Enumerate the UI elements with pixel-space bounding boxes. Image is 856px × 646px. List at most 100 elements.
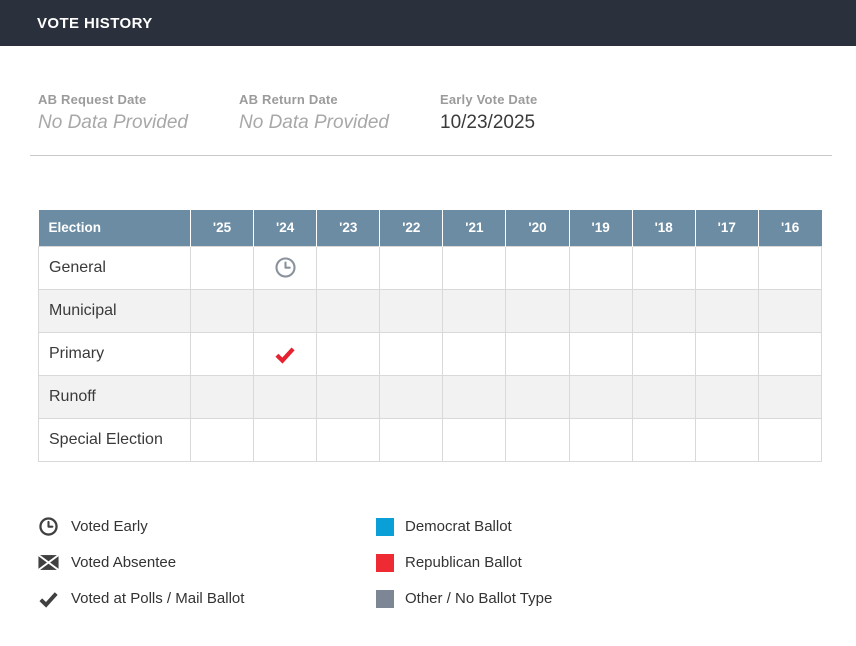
year-column-header: '20 [505,210,570,246]
ab-request-date-label: AB Request Date [38,92,147,107]
election-column-header: Election [38,210,191,246]
year-column-header: '18 [631,210,696,246]
vote-cell [757,331,823,376]
clock-icon [275,257,296,278]
section-divider [30,155,832,156]
vote-cell [631,245,696,290]
table-row: Municipal [38,288,823,333]
ab-request-date-field: AB Request Date No Data Provided [38,92,239,134]
vote-cell [757,288,823,333]
vote-cell [442,417,507,462]
vote-cell [694,245,759,290]
vote-cell [694,374,759,419]
ballot-swatch [376,589,394,608]
legend-ballot-type-column: Democrat Ballot Republican Ballot Other … [376,509,552,617]
vote-cell [189,374,255,419]
legend-item-voted-early: Voted Early [38,509,376,545]
legend-item-other-ballot: Other / No Ballot Type [376,581,552,617]
early-vote-date-field: Early Vote Date 10/23/2025 [440,92,641,134]
election-type-label: Municipal [38,288,191,333]
legend-item-republican-ballot: Republican Ballot [376,545,552,581]
ab-return-date-field: AB Return Date No Data Provided [239,92,440,134]
year-column-header: '16 [757,210,822,246]
legend-vote-method-column: Voted Early Voted Absentee Voted at Poll… [38,509,376,617]
year-column-header: '25 [189,210,254,246]
vote-cell [505,331,570,376]
check-icon [275,346,295,364]
vote-cell [757,245,823,290]
vote-cell [757,374,823,419]
vote-cell [379,288,444,333]
legend-label: Voted at Polls / Mail Ballot [71,590,245,607]
vote-cell [442,374,507,419]
summary-fields: AB Request Date No Data Provided AB Retu… [0,46,856,134]
year-column-header: '19 [568,210,633,246]
table-row: Special Election [38,417,823,462]
early-vote-date-label: Early Vote Date [440,92,538,107]
vote-cell [253,331,318,376]
election-type-label: Runoff [38,374,191,419]
table-row: General [38,245,823,290]
table-body: General Municipal Primary Runoff Special Ele… [38,245,823,462]
vote-cell [316,417,381,462]
legend-item-democrat-ballot: Democrat Ballot [376,509,552,545]
vote-cell [379,374,444,419]
table-row: Primary [38,331,823,376]
vote-cell [316,288,381,333]
vote-cell [189,417,255,462]
vote-cell [505,417,570,462]
vote-cell [379,245,444,290]
ab-return-date-value: No Data Provided [239,112,389,133]
legend-item-voted-absentee: Voted Absentee [38,545,376,581]
ab-request-date-value: No Data Provided [38,112,188,133]
vote-cell [568,331,633,376]
year-column-header: '17 [694,210,759,246]
legend-label: Voted Absentee [71,554,177,571]
vote-cell [505,288,570,333]
vote-cell [316,245,381,290]
legend-label: Republican Ballot [405,554,522,571]
legend: Voted Early Voted Absentee Voted at Poll… [38,509,856,617]
check-icon [38,588,59,609]
year-column-header: '23 [316,210,380,246]
legend-label: Voted Early [71,518,148,535]
vote-history-header-bar: VOTE HISTORY [0,0,856,46]
year-column-header: '21 [442,210,506,246]
vote-cell [316,331,381,376]
vote-cell [253,417,318,462]
vote-cell [442,288,507,333]
vote-cell [316,374,381,419]
ballot-swatch [376,553,394,572]
year-column-header: '22 [379,210,443,246]
election-type-label: Primary [38,331,191,376]
election-type-label: General [38,245,191,290]
vote-cell [189,288,255,333]
legend-label: Democrat Ballot [405,518,512,535]
vote-cell [631,417,696,462]
page-title: VOTE HISTORY [37,14,153,32]
clock-icon [38,516,59,537]
ab-return-date-label: AB Return Date [239,92,338,107]
year-column-header: '24 [253,210,317,246]
vote-cell [189,331,255,376]
vote-cell [694,417,759,462]
vote-cell [568,245,633,290]
vote-cell [568,374,633,419]
vote-cell [694,288,759,333]
legend-item-voted-at-polls: Voted at Polls / Mail Ballot [38,581,376,617]
vote-cell [757,417,823,462]
vote-cell [694,331,759,376]
vote-cell [253,288,318,333]
election-type-label: Special Election [38,417,191,462]
vote-cell [442,331,507,376]
vote-cell [505,374,570,419]
legend-label: Other / No Ballot Type [405,590,553,607]
table-header-row: Election '25'24'23'22'21'20'19'18'17'16 [38,210,822,246]
vote-cell [253,374,318,419]
vote-cell [631,331,696,376]
vote-cell [442,245,507,290]
vote-cell [379,417,444,462]
ballot-swatch [376,517,394,536]
vote-cell [379,331,444,376]
early-vote-date-value: 10/23/2025 [440,112,536,133]
